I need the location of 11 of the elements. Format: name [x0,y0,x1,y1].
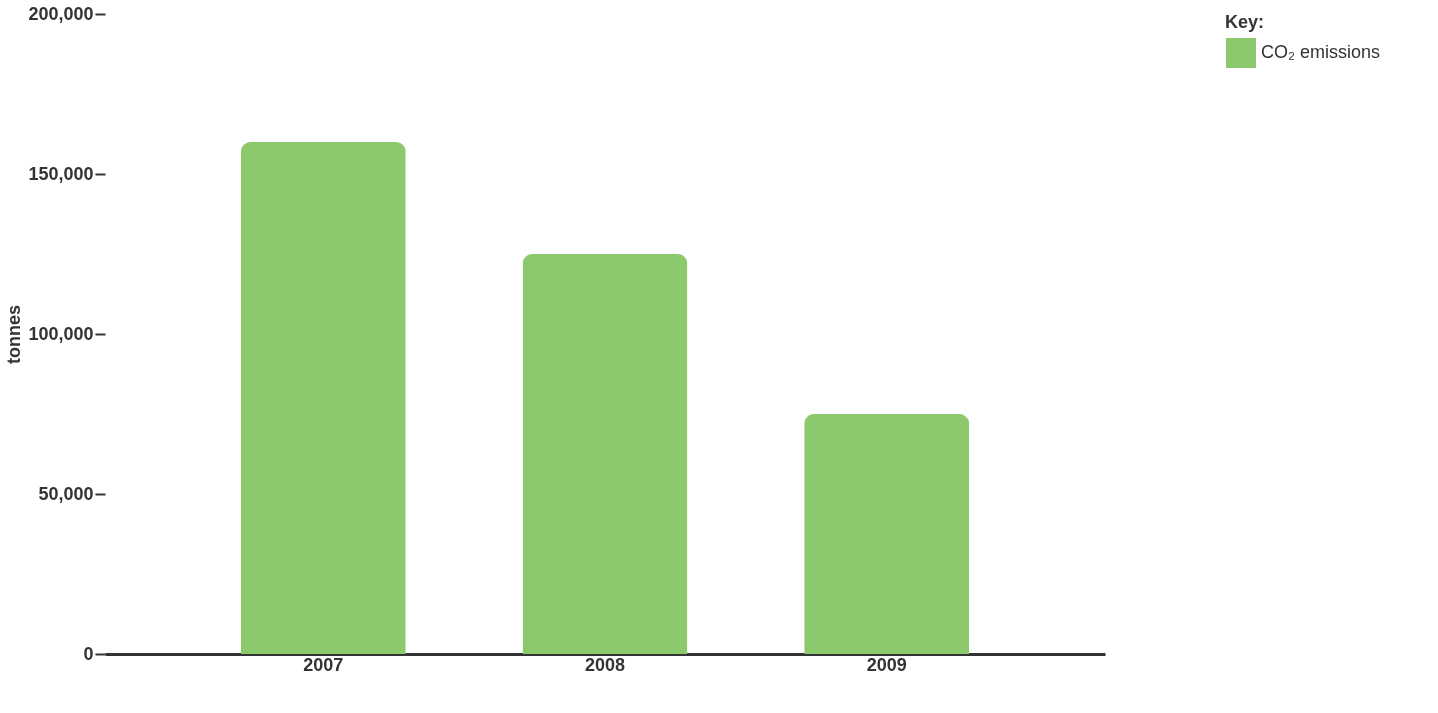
y-tick-label: 100,000 [28,323,94,344]
y-tick-label: 200,000 [28,3,94,24]
y-tick-label: 150,000 [28,163,94,184]
legend-label: CO₂ emissions [1261,42,1381,62]
y-tick-label: 0 [83,643,94,664]
x-tick-label: 2009 [866,654,907,675]
x-tick-label: 2008 [584,654,626,675]
legend-title: Key: [1225,12,1265,32]
x-tick-label: 2007 [303,654,344,675]
y-tick-label: 50,000 [38,483,94,504]
y-axis-title: tonnes [4,304,25,365]
